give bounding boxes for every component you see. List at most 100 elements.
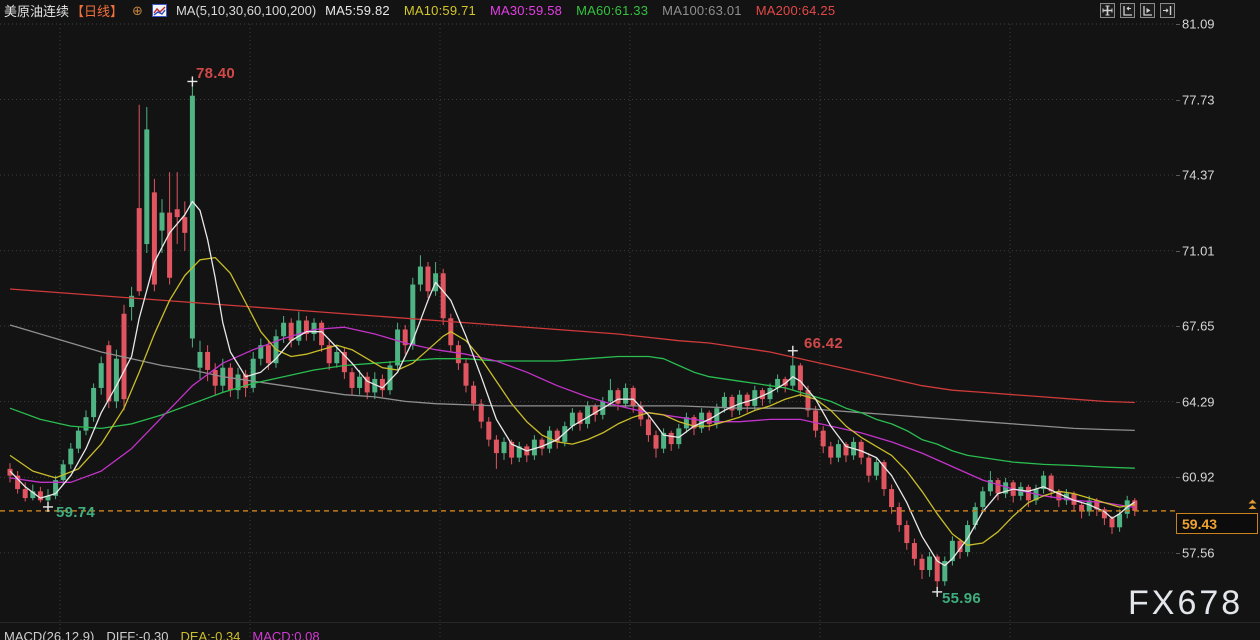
candle-down [524, 444, 530, 463]
axis-label: 57.56 [1182, 545, 1215, 561]
candle-down [1109, 516, 1115, 535]
candle-up [661, 428, 667, 454]
candle-down [889, 484, 895, 514]
extreme-marker [932, 586, 943, 597]
candle-down [364, 372, 370, 400]
candle-up [562, 421, 568, 447]
annotation-high-6642: 66.42 [804, 335, 844, 352]
ma-value-ma100: MA100:63.01 [662, 2, 742, 18]
chart-header: 美原油连续 【日线】 ⊕ MA(5,10,30,60,100,200) MA5:5… [4, 1, 835, 19]
candle-down [797, 363, 803, 397]
candle-up [83, 410, 89, 436]
candle-up [357, 369, 363, 395]
candle-down [174, 172, 180, 245]
candle-down [645, 414, 651, 442]
ma-legend: MA5:59.82 MA10:59.71 MA30:59.58 MA60:61.33 M… [325, 3, 835, 18]
candle-down [379, 374, 385, 397]
candle-up [683, 412, 689, 433]
candle-up [60, 459, 66, 485]
candle-up [623, 383, 629, 409]
candles [7, 84, 1138, 589]
candle-down [706, 410, 712, 431]
axis-label: 60.92 [1182, 469, 1215, 485]
ma10-line [9, 256, 1135, 546]
ma-value-ma30: MA30:59.58 [489, 2, 563, 18]
axis-tick-mark [1176, 251, 1180, 252]
candle-down [904, 520, 910, 550]
candle-up [113, 349, 119, 409]
candle-up [531, 435, 537, 460]
add-compare-icon[interactable]: ⊕ [132, 2, 143, 18]
period-label[interactable]: 【日线】 [71, 3, 124, 19]
candle-up [767, 383, 773, 404]
candle-up [372, 372, 378, 400]
ma-settings-label[interactable]: MA(5,10,30,60,100,200) [175, 2, 317, 18]
candle-down [326, 340, 332, 370]
candle-down [759, 387, 765, 406]
candle-up [417, 255, 423, 292]
candle-up [387, 360, 393, 395]
macd-title[interactable]: MACD(26,12,9) [4, 629, 95, 640]
last-price-box: 59.43 [1176, 513, 1258, 534]
candle-up [501, 437, 507, 460]
candle-down [858, 439, 864, 465]
candle-down [106, 340, 112, 409]
candle-down [440, 268, 446, 325]
chart-toolbar [1100, 3, 1175, 18]
annotation-low-5974: 59.74 [56, 504, 96, 521]
axis-play-button[interactable] [1140, 3, 1155, 18]
candle-down [744, 392, 750, 413]
candle-down [402, 324, 408, 355]
ma200-line [9, 288, 1135, 404]
macd-dea-value: DEA:-0.34 [180, 629, 241, 640]
candle-down [478, 399, 484, 429]
symbol-name: 美原油连续 [4, 3, 70, 19]
candle-up [547, 426, 553, 454]
candle-down [934, 554, 940, 589]
candle-down [668, 430, 674, 451]
candle-down [303, 316, 309, 341]
candle-down [577, 410, 583, 431]
axis-label: 81.09 [1182, 16, 1215, 32]
candle-up [75, 426, 81, 454]
ma-value-ma60: MA60:61.33 [576, 2, 649, 18]
panel-divider [0, 622, 1260, 623]
candle-down [813, 405, 819, 438]
price-alert-icon[interactable] [1246, 499, 1259, 517]
candlestick-chart-icon[interactable] [151, 3, 167, 17]
candle-down [729, 394, 735, 418]
axis-tick-mark [1176, 477, 1180, 478]
candle-down [911, 538, 917, 566]
annotation-high-7840: 78.40 [196, 65, 236, 82]
extreme-marker [43, 501, 53, 512]
candle-down [828, 441, 834, 465]
exit-right-button[interactable] [1160, 3, 1175, 18]
macd-indicator-header: MACD(26,12,9) DIFF:-0.30 DEA:-0.34 MACD:0.0… [4, 629, 332, 640]
candle-up [53, 475, 59, 500]
candle-down [471, 381, 477, 411]
candle-down [866, 453, 872, 483]
candle-down [319, 320, 325, 352]
candle-up [250, 351, 256, 393]
candle-down [227, 363, 233, 397]
axis-label: 64.29 [1182, 394, 1215, 410]
candle-down [896, 502, 902, 532]
candle-up [790, 353, 796, 391]
candle-down [820, 426, 826, 454]
axis-tick-mark [1176, 402, 1180, 403]
candle-up [721, 392, 727, 413]
candle-up [197, 340, 203, 379]
candle-down [782, 376, 788, 393]
candle-down [691, 414, 697, 436]
candle-up [410, 277, 416, 350]
axis-label: 71.01 [1182, 243, 1215, 259]
candle-down [486, 417, 492, 447]
candle-up [752, 385, 758, 411]
grid-move-button[interactable] [1100, 3, 1115, 18]
candle-down [136, 104, 142, 296]
axis-compress-button[interactable] [1120, 3, 1135, 18]
candle-down [151, 178, 157, 292]
candle-down [653, 430, 659, 458]
